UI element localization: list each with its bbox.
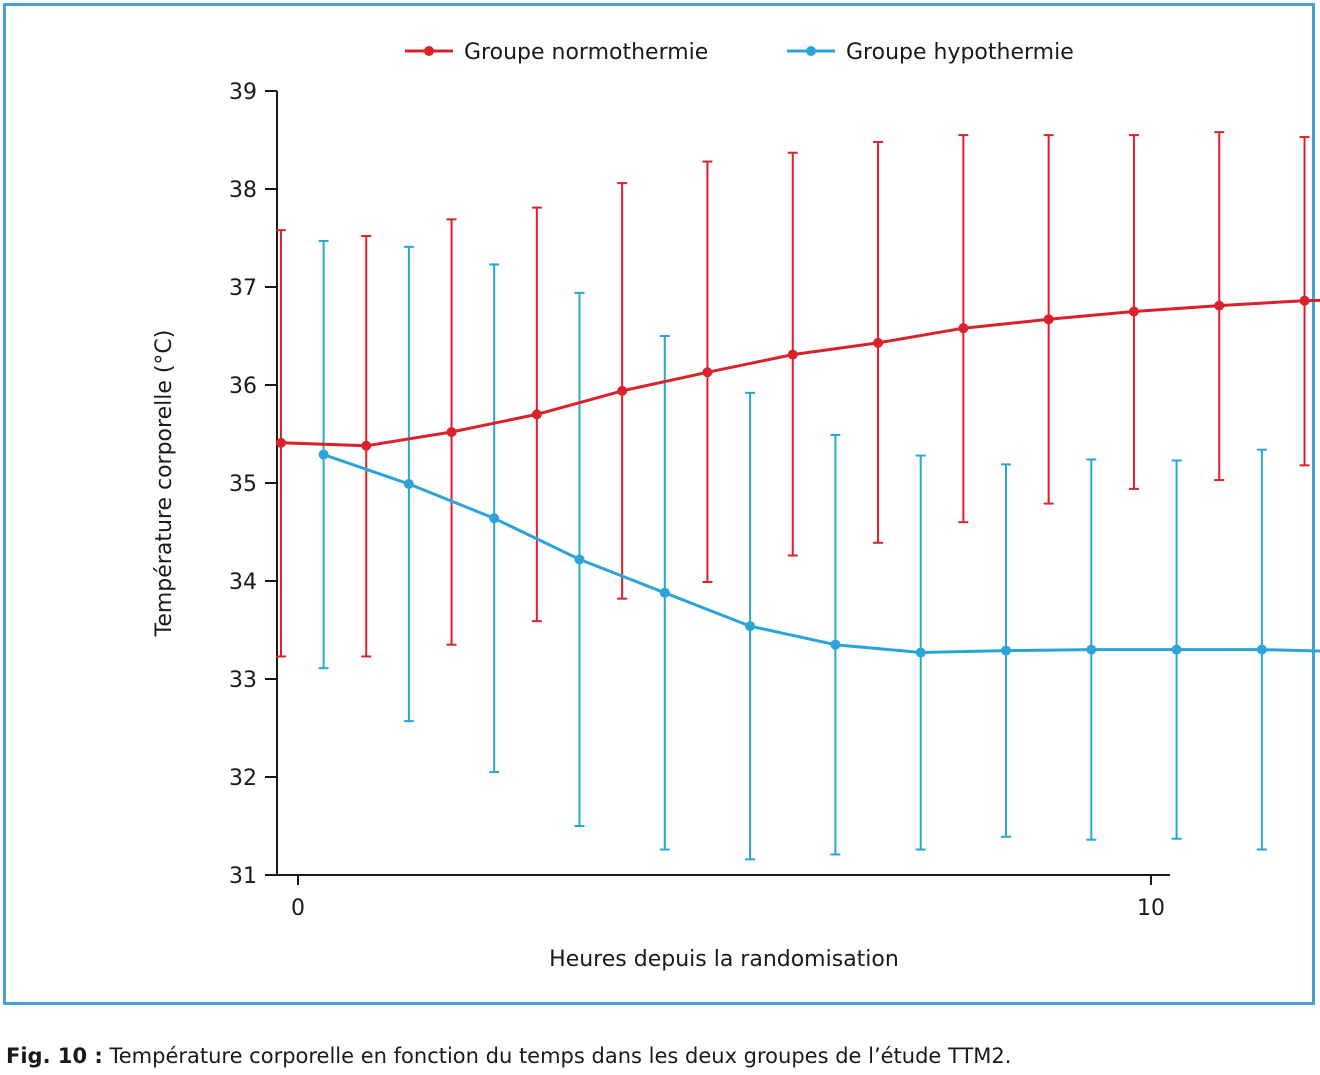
series-lines: [275, 295, 1320, 658]
error-bars: [275, 131, 1310, 861]
data-point-hypothermie: [1256, 644, 1267, 655]
legend: Groupe normothermie Groupe hypothermie: [405, 40, 1074, 65]
data-point-hypothermie: [403, 478, 414, 489]
legend-label-normothermie: Groupe normothermie: [464, 40, 708, 65]
data-point-hypothermie: [1171, 644, 1182, 655]
y-tick-label: 38: [229, 178, 257, 203]
y-tick-label: 34: [229, 570, 257, 595]
legend-marker-hypothermie: [806, 46, 816, 56]
y-tick-label: 35: [229, 472, 257, 497]
data-point-normothermie: [446, 427, 457, 438]
y-tick-label: 39: [229, 80, 257, 105]
data-point-normothermie: [1214, 300, 1225, 311]
data-point-normothermie: [1128, 306, 1139, 317]
data-point-normothermie: [275, 437, 286, 448]
data-point-hypothermie: [659, 587, 670, 598]
y-axis-title: Température corporelle (°C): [152, 330, 177, 638]
y-tick-label: 33: [229, 668, 257, 693]
temperature-chart: 313233343536373839010203040 Groupe normo…: [152, 40, 1320, 972]
data-point-hypothermie: [915, 647, 926, 658]
data-point-normothermie: [1043, 314, 1054, 325]
series-line-hypothermie: [323, 453, 1320, 654]
data-point-normothermie: [873, 337, 884, 348]
data-point-normothermie: [617, 385, 628, 396]
data-point-hypothermie: [1000, 645, 1011, 656]
x-tick-label: 0: [291, 896, 305, 921]
data-point-normothermie: [702, 367, 713, 378]
data-point-normothermie: [787, 349, 798, 360]
x-tick-label: 10: [1137, 896, 1165, 921]
figure-caption: Fig. 10 : Température corporelle en fonc…: [6, 1044, 1011, 1068]
data-point-hypothermie: [830, 639, 841, 650]
legend-marker-normothermie: [424, 46, 434, 56]
data-point-normothermie: [958, 323, 969, 334]
axes: 313233343536373839010203040: [229, 80, 1170, 921]
data-point-normothermie: [531, 409, 542, 420]
legend-label-hypothermie: Groupe hypothermie: [846, 40, 1074, 65]
data-point-hypothermie: [1086, 644, 1097, 655]
data-point-normothermie: [361, 440, 372, 451]
caption-text: Température corporelle en fonction du te…: [102, 1044, 1012, 1068]
data-point-hypothermie: [318, 449, 329, 460]
y-tick-label: 37: [229, 276, 257, 301]
caption-label: Fig. 10 :: [6, 1044, 103, 1068]
figure-frame: [3, 3, 1315, 1005]
data-point-hypothermie: [574, 554, 585, 565]
y-tick-label: 31: [229, 864, 257, 889]
y-tick-label: 32: [229, 766, 257, 791]
data-point-normothermie: [1299, 295, 1310, 306]
data-point-hypothermie: [745, 621, 756, 632]
x-axis-title: Heures depuis la randomisation: [549, 947, 899, 972]
y-tick-label: 36: [229, 374, 257, 399]
series-line-normothermie: [280, 298, 1320, 448]
data-point-hypothermie: [489, 513, 500, 524]
